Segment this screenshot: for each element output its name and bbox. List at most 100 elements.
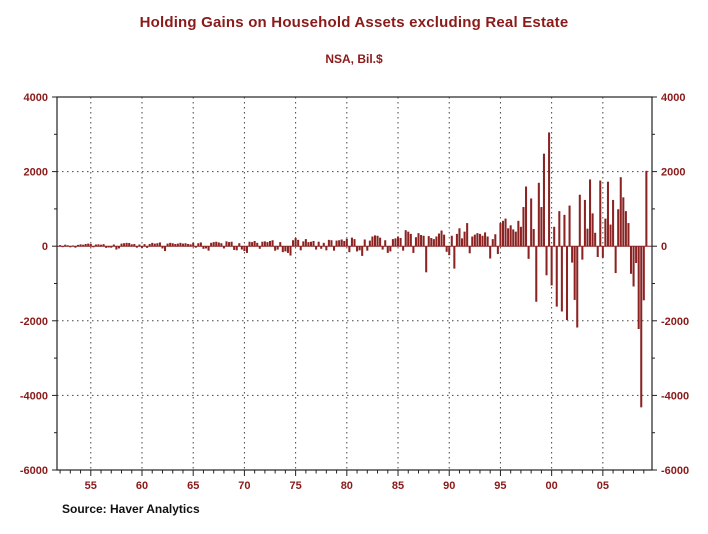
bar (151, 242, 154, 247)
bar (176, 243, 179, 247)
bar (179, 242, 182, 247)
bar (61, 246, 64, 248)
bar (466, 223, 469, 247)
x-axis-label: 00 (546, 480, 558, 492)
bar (69, 246, 72, 248)
bar (251, 242, 254, 247)
bar (565, 246, 569, 321)
bar (307, 242, 310, 247)
bar (92, 246, 95, 248)
bar (476, 233, 479, 247)
bar (563, 214, 566, 247)
bar (353, 239, 356, 247)
bar (94, 244, 97, 247)
bar (601, 246, 604, 258)
bar (420, 235, 423, 247)
bar (491, 239, 494, 247)
bar (397, 236, 400, 247)
bar (407, 231, 410, 247)
bar (171, 243, 174, 247)
bar (153, 243, 156, 247)
bar (217, 242, 220, 247)
chart-title: Holding Gains on Household Assets exclud… (139, 14, 569, 31)
bar (384, 240, 387, 247)
bar (74, 246, 77, 248)
bar (105, 246, 108, 248)
bar (299, 246, 302, 251)
bar (332, 246, 336, 251)
bar (427, 236, 430, 247)
x-axis-label: 60 (136, 480, 148, 492)
bar (501, 220, 505, 247)
bar (166, 243, 169, 247)
bar (330, 240, 333, 247)
y-axis-label-left: -4000 (20, 390, 48, 402)
bar (394, 238, 397, 247)
bar (202, 246, 205, 249)
bar (486, 236, 489, 247)
bar (540, 207, 543, 247)
bar (642, 246, 645, 301)
bar (409, 233, 412, 247)
y-axis-label-left: 4000 (24, 92, 48, 104)
bar (532, 229, 535, 247)
bar (286, 246, 289, 253)
y-axis-label-right: -6000 (661, 465, 689, 477)
bar (215, 241, 218, 247)
bar (614, 246, 617, 274)
bar (640, 246, 643, 408)
bar (240, 246, 243, 250)
bar (373, 235, 377, 247)
bar (627, 223, 630, 247)
bar (619, 177, 622, 247)
bar (645, 170, 648, 247)
bar (138, 244, 141, 247)
bar (399, 237, 402, 247)
bar (504, 218, 507, 247)
bar (284, 246, 287, 252)
y-axis-label-left: -6000 (20, 465, 48, 477)
x-axis-label: 85 (392, 480, 404, 492)
bar (496, 246, 499, 255)
bar (560, 246, 563, 312)
bar (146, 246, 149, 248)
bar (430, 237, 433, 247)
bar (325, 246, 328, 251)
y-axis-label-left: 2000 (24, 167, 48, 179)
bar (571, 246, 574, 263)
bar (437, 233, 441, 247)
bar (440, 230, 443, 247)
bar (189, 244, 192, 247)
bar (363, 239, 366, 247)
bar (248, 241, 251, 247)
bar (97, 244, 100, 247)
bar (312, 240, 315, 247)
bar (115, 246, 118, 250)
bar (368, 240, 371, 247)
bar (381, 246, 384, 250)
bar (228, 242, 231, 247)
bar (338, 240, 341, 247)
bar (245, 246, 248, 253)
bar (276, 246, 279, 250)
bar (184, 243, 187, 247)
bar (158, 242, 161, 247)
bar (568, 205, 571, 247)
bar (555, 246, 558, 307)
bar (230, 241, 233, 247)
bar (274, 246, 277, 251)
bar (527, 246, 530, 259)
bar (573, 246, 576, 300)
bar (530, 198, 533, 247)
bar (599, 180, 602, 247)
bar (135, 246, 138, 248)
bar (123, 243, 126, 247)
bar (263, 241, 266, 247)
bar (404, 230, 407, 247)
bar (343, 240, 346, 247)
bar (309, 241, 312, 247)
bar (576, 246, 579, 328)
y-axis-label-left: -2000 (20, 316, 48, 328)
bar (143, 244, 146, 247)
bar (361, 246, 364, 256)
